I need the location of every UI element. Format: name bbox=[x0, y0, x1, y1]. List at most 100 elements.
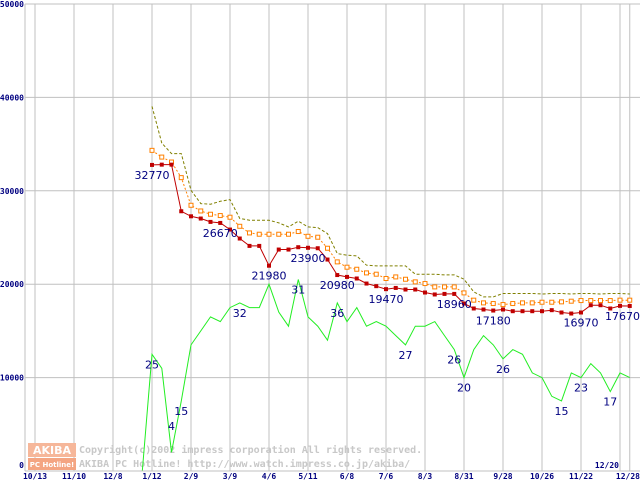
average-price-point bbox=[442, 284, 447, 290]
min-price-point bbox=[198, 216, 203, 221]
shop-count-data-label: 15 bbox=[555, 405, 569, 418]
shop-count-data-label: 23 bbox=[574, 382, 588, 395]
x-tick-label: 5/11 bbox=[298, 472, 317, 480]
average-price-point bbox=[159, 154, 165, 160]
average-price-point bbox=[461, 290, 467, 296]
average-price-point bbox=[412, 279, 418, 285]
average-price-point bbox=[500, 302, 506, 308]
average-price-point bbox=[295, 229, 301, 235]
average-price-point bbox=[383, 276, 389, 282]
x-tick-label: 12/20 bbox=[595, 461, 619, 470]
min-price-point bbox=[627, 303, 632, 308]
min-price-point bbox=[588, 303, 593, 308]
min-price-point bbox=[462, 301, 466, 306]
average-price-point bbox=[490, 301, 496, 307]
x-tick-label: 4/6 bbox=[262, 472, 277, 480]
logo-bottom-text: PC Hotline! bbox=[30, 461, 74, 469]
x-tick-label: 2/9 bbox=[184, 472, 199, 480]
min-price-point bbox=[364, 281, 369, 286]
min-price-point bbox=[393, 285, 398, 290]
min-price-point bbox=[218, 220, 223, 225]
x-tick-label: 7/6 bbox=[379, 472, 394, 480]
min-price-point bbox=[228, 227, 232, 232]
min-price-point bbox=[501, 307, 505, 312]
url-text: AKIBA PC Hotline! http://www.watch.impre… bbox=[79, 458, 410, 470]
average-price-point bbox=[247, 230, 252, 236]
shop-count-data-label: 20 bbox=[457, 382, 471, 395]
shop-count-data-label: 36 bbox=[330, 307, 344, 320]
average-price-point bbox=[451, 284, 457, 290]
min-price-point bbox=[452, 291, 457, 296]
min-price-point bbox=[384, 287, 388, 292]
min-price-point bbox=[549, 308, 554, 313]
shop-count-data-label: 26 bbox=[496, 363, 510, 376]
y-tick-label: 30000 bbox=[0, 187, 24, 196]
min-price-point bbox=[150, 162, 154, 167]
average-price-point bbox=[178, 175, 184, 181]
x-tick-label: 12/8 bbox=[103, 472, 122, 480]
min-price-data-label: 16970 bbox=[564, 317, 599, 330]
copyright-text: Copyright(c)2002 impress corporation All… bbox=[79, 444, 422, 456]
min-price-point bbox=[189, 214, 193, 219]
average-price-point bbox=[510, 301, 516, 307]
shop-count-data-label: 4 bbox=[168, 420, 175, 433]
min-price-point bbox=[598, 303, 603, 308]
min-price-point bbox=[179, 209, 184, 214]
average-price-point bbox=[256, 231, 262, 237]
min-price-point bbox=[618, 303, 622, 308]
data-labels: 32770 26670 21980 23900 20980 19470 18960 17180… bbox=[135, 169, 640, 433]
min-price-point bbox=[315, 246, 320, 251]
average-price-point bbox=[598, 298, 603, 304]
average-price-point bbox=[237, 223, 243, 229]
logo-bottom-bg bbox=[28, 458, 76, 470]
min-price-data-label: 32770 bbox=[135, 169, 170, 182]
average-price-point bbox=[393, 274, 399, 280]
average-price-point bbox=[217, 213, 223, 219]
min-price-point bbox=[237, 236, 242, 241]
shop-count-data-label: 26 bbox=[447, 354, 461, 367]
average-price-point bbox=[276, 231, 282, 237]
min-price-point bbox=[510, 309, 515, 314]
logo-top-bg bbox=[28, 443, 76, 457]
x-tick-label: 10/26 bbox=[530, 472, 554, 480]
min-price-point bbox=[296, 245, 301, 250]
min-price-data-label: 20980 bbox=[320, 279, 355, 292]
min-price-point bbox=[208, 219, 213, 224]
average-price-point bbox=[227, 214, 233, 220]
shop-count-data-label: 15 bbox=[174, 405, 188, 418]
min-price-data-label: 19470 bbox=[369, 293, 404, 306]
average-price-point bbox=[422, 281, 428, 287]
min-price-point bbox=[540, 309, 544, 314]
min-price-data-label: 26670 bbox=[203, 227, 238, 240]
shop-count-data-label: 31 bbox=[291, 284, 305, 297]
min-price-data-label: 17180 bbox=[476, 315, 511, 328]
min-price-point bbox=[481, 307, 486, 312]
average-price-point bbox=[607, 298, 613, 304]
average-price-point bbox=[325, 245, 330, 251]
min-price-point bbox=[569, 311, 574, 316]
average-price-point bbox=[559, 299, 564, 305]
average-price-point bbox=[529, 300, 535, 306]
average-price-point bbox=[334, 259, 340, 265]
average-price-point bbox=[520, 300, 525, 306]
min-price-point bbox=[403, 287, 408, 292]
average-price-point bbox=[539, 299, 545, 305]
average-price-point bbox=[568, 298, 574, 304]
min-price-point bbox=[530, 309, 535, 314]
average-price-point bbox=[481, 300, 486, 306]
min-price-point bbox=[442, 291, 447, 296]
grid bbox=[25, 3, 640, 472]
min-price-data-label: 21980 bbox=[252, 270, 287, 283]
x-tick-label: 10/13 bbox=[23, 472, 47, 480]
min-price-point bbox=[423, 290, 427, 295]
shop-count-data-label: 25 bbox=[145, 358, 159, 371]
x-tick-label: 8/31 bbox=[454, 472, 473, 480]
min-price-point bbox=[325, 257, 330, 262]
min-price-point bbox=[491, 308, 496, 313]
min-price-point bbox=[608, 306, 613, 311]
average-price-point bbox=[578, 298, 584, 304]
average-price-point bbox=[549, 299, 555, 305]
